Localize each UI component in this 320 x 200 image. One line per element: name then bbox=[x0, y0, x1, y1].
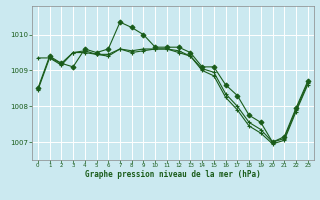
X-axis label: Graphe pression niveau de la mer (hPa): Graphe pression niveau de la mer (hPa) bbox=[85, 170, 261, 179]
